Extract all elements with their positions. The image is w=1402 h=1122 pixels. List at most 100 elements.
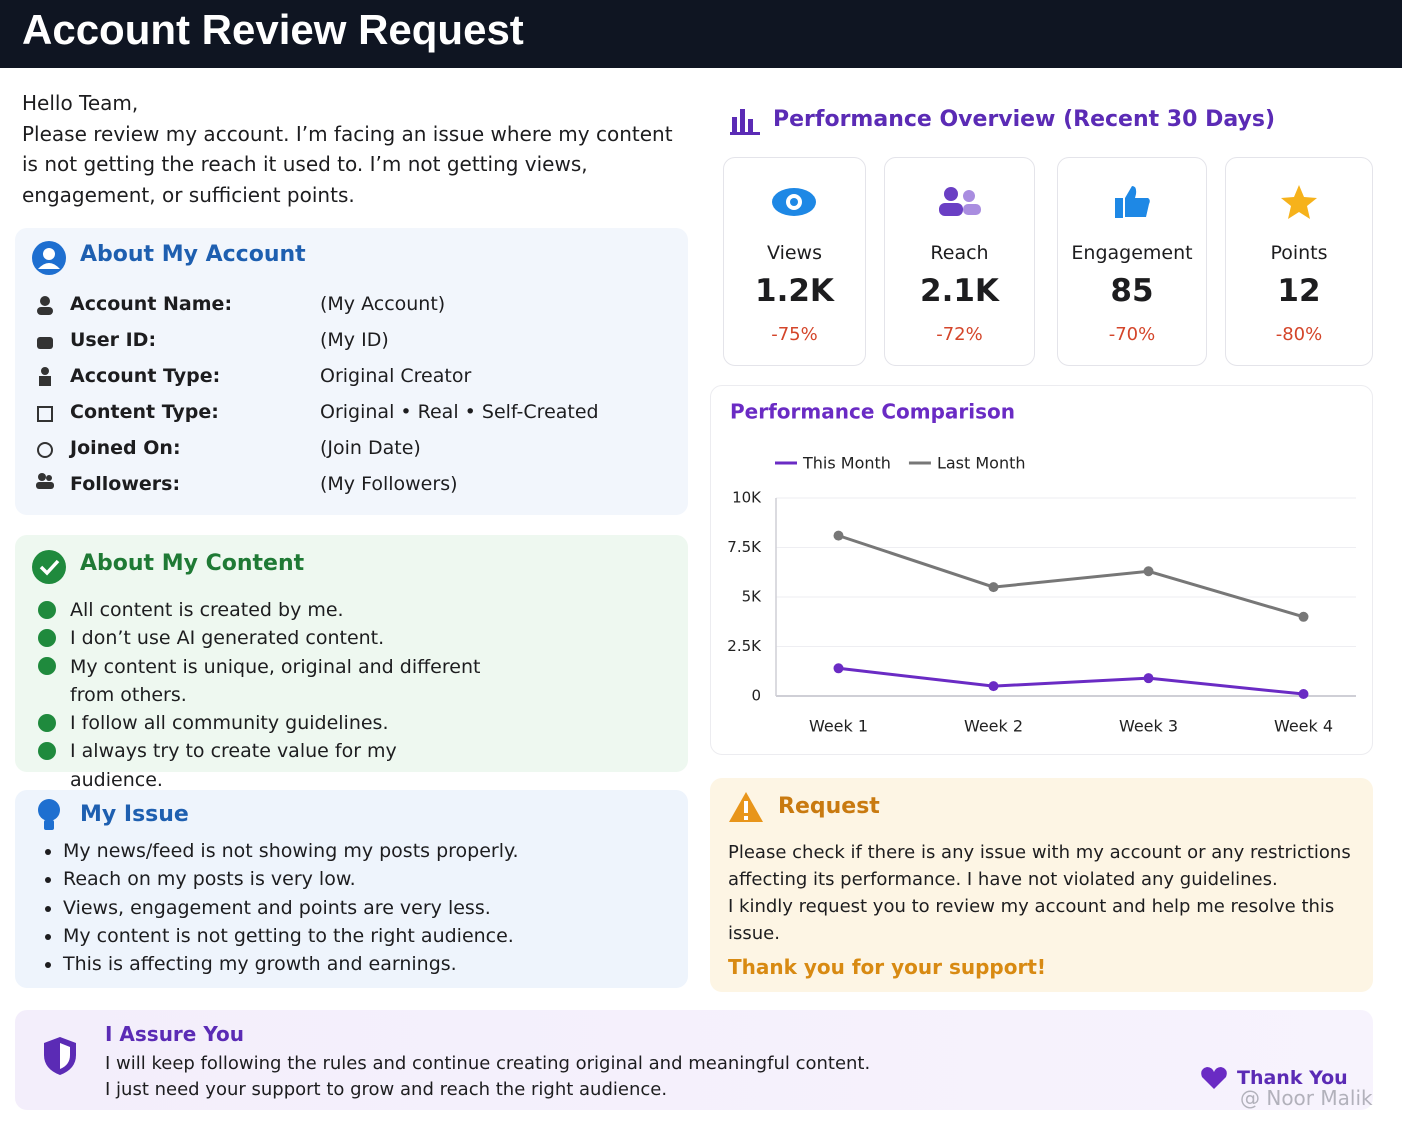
metric-value: 1.2K <box>755 273 834 309</box>
request-body: Please check if there is any issue with … <box>728 839 1358 947</box>
metric-label: Reach <box>930 242 989 264</box>
content-item: I always try to create value for my audi… <box>70 740 397 791</box>
row-label: Content Type: <box>70 401 219 423</box>
metric-change: -72% <box>936 324 983 345</box>
assure-line: I just need your support to grow and rea… <box>105 1079 668 1100</box>
y-tick-label: 10K <box>732 489 762 507</box>
issue-item: This is affecting my growth and earnings… <box>63 950 519 978</box>
content-list: All content is created by me. I don’t us… <box>70 596 490 794</box>
content-item: My content is unique, original and diffe… <box>70 655 481 706</box>
data-point <box>833 530 844 541</box>
thumb-icon <box>1115 186 1150 218</box>
metric-label: Engagement <box>1071 242 1193 264</box>
data-point <box>1298 689 1309 700</box>
content-panel: About My Content All content is created … <box>15 535 688 791</box>
content-item: All content is created by me. <box>70 599 344 621</box>
content-item: I don’t use AI generated content. <box>70 627 385 650</box>
assure-panel: I Assure You I will keep following the r… <box>15 1010 1373 1110</box>
issue-panel: My Issue My news/feed is not showing my … <box>15 790 688 988</box>
row-label: Account Type: <box>70 365 221 387</box>
y-tick-label: 0 <box>751 687 761 705</box>
row-value: Original • Real • Self-Created <box>320 401 599 423</box>
account-panel: About My Account Account Name: (My Accoun… <box>15 228 688 515</box>
footer-thanks: Thank You <box>1237 1067 1348 1089</box>
row-value: Original Creator <box>320 365 472 387</box>
metric-label: Points <box>1270 242 1328 264</box>
chart: Performance Comparison 0 2.5K 5K 7.5K 10K Wee… <box>710 385 1373 755</box>
data-point <box>1298 611 1309 622</box>
metric-card: Points 12 -80% <box>1225 157 1373 366</box>
assure-line: I will keep following the rules and cont… <box>105 1053 871 1074</box>
y-tick-label: 2.5K <box>727 637 762 655</box>
row-value: (My Account) <box>320 293 446 315</box>
heart-icon <box>1201 1067 1227 1089</box>
watermark: @ Noor Malik <box>1240 1086 1373 1110</box>
row-label: Account Name: <box>70 293 233 315</box>
data-point <box>833 663 844 674</box>
assure-title: I Assure You <box>105 1022 244 1046</box>
issue-list: My news/feed is not showing my posts pro… <box>43 837 519 978</box>
metric-card: Views 1.2K -75% <box>723 157 866 366</box>
metric-card: Reach 2.1K -72% <box>884 157 1035 366</box>
page-title: Account Review Request <box>22 6 524 53</box>
row-label: Followers: <box>70 473 181 495</box>
metric-value: 85 <box>1110 273 1154 309</box>
x-tick-label: Week 3 <box>1119 717 1178 736</box>
row-label: Joined On: <box>70 437 181 459</box>
metric-card: Engagement 85 -70% <box>1057 157 1207 366</box>
metric-value: 2.1K <box>920 273 999 309</box>
metric-change: -80% <box>1275 324 1323 345</box>
issue-item: My news/feed is not showing my posts pro… <box>63 837 519 865</box>
x-tick-label: Week 4 <box>1274 717 1333 736</box>
x-tick-label: Week 1 <box>809 717 868 736</box>
issue-title: My Issue <box>80 802 189 827</box>
metric-value: 12 <box>1277 273 1321 309</box>
metric-change: -70% <box>1108 324 1156 345</box>
metric-change: -75% <box>771 324 818 345</box>
assure-body: I will keep following the rules and cont… <box>105 1051 870 1103</box>
warning-icon <box>729 792 763 822</box>
account-icon <box>32 241 66 275</box>
series-line <box>838 666 1304 696</box>
request-title: Request <box>778 794 880 819</box>
people-icon <box>939 187 981 216</box>
request-panel: Request Please check if there is any iss… <box>710 778 1373 992</box>
greeting: Hello Team, <box>22 91 139 115</box>
series-line <box>838 534 1304 619</box>
issue-item: Views, engagement and points are very le… <box>63 894 519 922</box>
chart-title: Performance Comparison <box>730 400 1015 424</box>
bulb-icon <box>38 799 60 830</box>
request-paragraph: Please check if there is any issue with … <box>728 842 1351 890</box>
row-value: (Join Date) <box>320 437 421 459</box>
data-point <box>1143 566 1154 577</box>
header: Account Review Request <box>0 0 1402 68</box>
check-icon <box>32 550 66 584</box>
data-point <box>1143 673 1154 684</box>
intro-body: Please review my account. I’m facing an … <box>22 121 673 207</box>
request-thanks: Thank you for your support! <box>728 955 1047 979</box>
y-tick-label: 7.5K <box>727 538 762 556</box>
data-point <box>988 681 999 692</box>
content-item: I follow all community guidelines. <box>70 712 389 735</box>
legend-label: This Month <box>802 454 891 473</box>
performance-title: Performance Overview (Recent 30 Days) <box>773 107 1275 132</box>
y-tick-label: 5K <box>742 588 763 606</box>
row-value: (My ID) <box>320 329 389 351</box>
issue-item: Reach on my posts is very low. <box>63 865 519 893</box>
row-label: User ID: <box>70 329 157 351</box>
data-point <box>988 582 999 593</box>
eye-icon <box>772 188 816 216</box>
account-title: About My Account <box>80 242 306 267</box>
bars-icon <box>730 109 760 135</box>
row-value: (My Followers) <box>320 473 458 495</box>
shield-icon <box>44 1037 76 1075</box>
content-title: About My Content <box>80 551 305 576</box>
legend-label: Last Month <box>937 454 1026 473</box>
metric-label: Views <box>767 242 822 264</box>
row-icons <box>36 296 54 489</box>
x-tick-label: Week 2 <box>964 717 1023 736</box>
star-icon <box>1281 185 1317 219</box>
intro: Hello Team, Please review my account. I’… <box>22 88 692 210</box>
request-paragraph: I kindly request you to review my accoun… <box>728 896 1335 944</box>
